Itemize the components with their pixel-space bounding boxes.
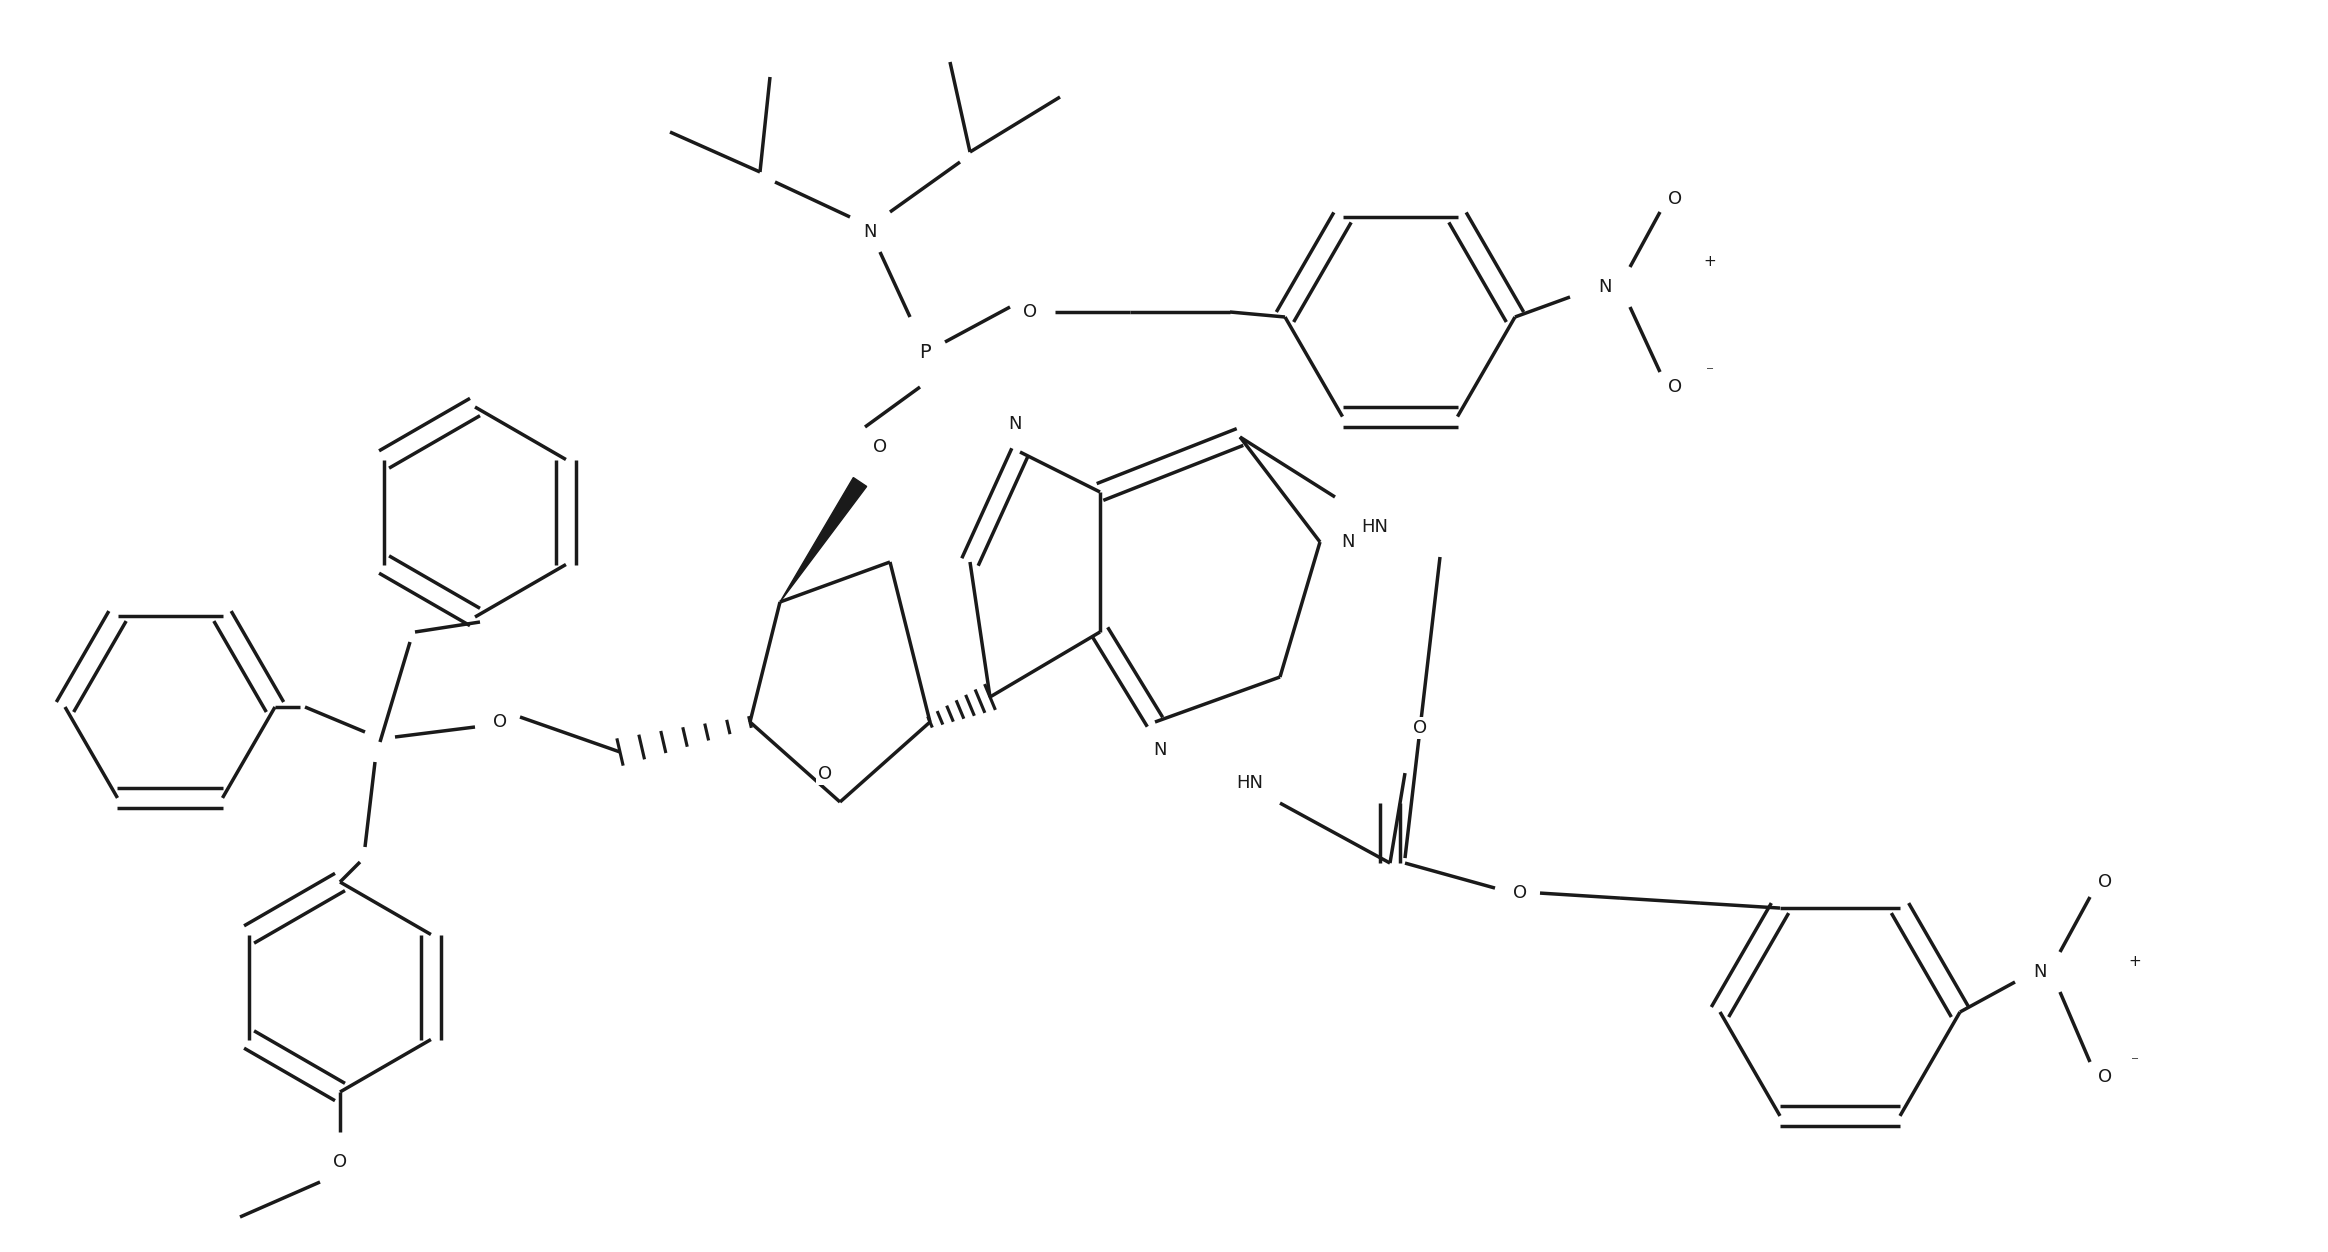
Text: O: O [1667, 190, 1683, 208]
Text: O: O [817, 765, 831, 782]
Text: O: O [873, 438, 887, 456]
Text: O: O [2098, 1068, 2111, 1085]
Text: O: O [494, 712, 508, 731]
Polygon shape [780, 477, 866, 602]
Text: N: N [1341, 533, 1355, 551]
Text: O: O [2098, 873, 2111, 891]
Text: +: + [2128, 954, 2142, 969]
Text: O: O [1513, 884, 1527, 903]
Text: HN: HN [1362, 518, 1387, 536]
Text: N: N [1008, 414, 1022, 433]
Text: O: O [1022, 303, 1036, 321]
Text: N: N [1152, 741, 1166, 759]
Text: P: P [920, 343, 931, 362]
Text: N: N [2032, 963, 2046, 982]
Text: ⁻: ⁻ [1706, 364, 1713, 379]
Text: O: O [1667, 378, 1683, 396]
Text: O: O [333, 1153, 347, 1171]
Text: N: N [864, 223, 878, 240]
Text: O: O [1413, 719, 1427, 737]
Text: ⁻: ⁻ [2130, 1054, 2139, 1069]
Text: +: + [1704, 254, 1716, 269]
Text: N: N [1599, 278, 1611, 295]
Text: HN: HN [1236, 774, 1264, 793]
